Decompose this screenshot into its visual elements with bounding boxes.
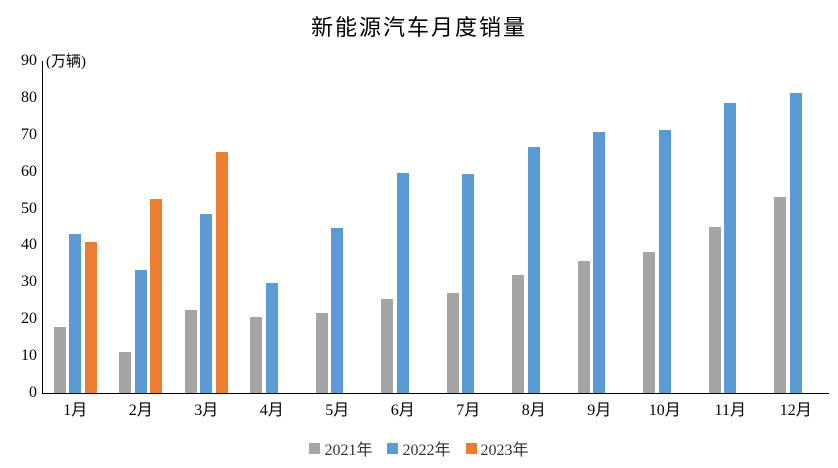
- y-axis-tick-label: 0: [29, 384, 37, 401]
- bar-2022年-2月: [134, 269, 147, 393]
- legend-label: 2023年: [480, 442, 529, 459]
- x-axis-label: 6月: [390, 402, 415, 419]
- bar-2021年-4月: [250, 317, 263, 393]
- legend-item-2021年: 2021年: [309, 436, 372, 460]
- y-axis-line: [42, 61, 43, 393]
- y-axis-tick-label: 60: [21, 162, 37, 180]
- x-axis-label: 10月: [648, 402, 681, 419]
- y-axis-tick-label: 40: [21, 236, 37, 254]
- bar-2022年-12月: [789, 92, 802, 393]
- bar-2021年-6月: [381, 298, 394, 393]
- x-axis-line: [42, 393, 829, 394]
- y-axis-tick-label: 50: [21, 199, 37, 217]
- bar-2021年-2月: [119, 352, 132, 393]
- x-axis-label: 7月: [456, 402, 481, 419]
- x-axis-label: 11月: [714, 402, 746, 419]
- chart-title: 新能源汽车月度销量: [310, 15, 527, 40]
- x-axis-label: 2月: [128, 402, 153, 419]
- bar-2022年-3月: [200, 214, 213, 393]
- legend-label: 2022年: [402, 442, 451, 459]
- bar-2022年-6月: [396, 173, 409, 393]
- bar-2021年-7月: [446, 293, 459, 393]
- y-axis-tick-label: 90: [21, 52, 37, 69]
- bar-2021年-12月: [774, 197, 787, 393]
- x-axis-label: 1月: [63, 402, 88, 419]
- bar-2022年-4月: [265, 282, 278, 393]
- y-axis-tick-label: 80: [21, 88, 37, 106]
- bar-2022年-1月: [69, 234, 82, 393]
- bar-2022年-9月: [593, 131, 606, 393]
- legend-label: 2021年: [324, 442, 373, 459]
- bar-2021年-8月: [512, 274, 525, 393]
- x-axis-label: 5月: [325, 402, 350, 419]
- bar-2021年-10月: [643, 251, 656, 393]
- bar-2021年-3月: [184, 309, 197, 393]
- bar-2021年-11月: [708, 227, 721, 393]
- bar-2023年-3月: [215, 152, 228, 393]
- y-axis-tick-label: 10: [21, 347, 37, 365]
- x-axis-label: 4月: [259, 402, 284, 419]
- bar-2021年-5月: [315, 312, 328, 393]
- y-axis-tick-label: 30: [21, 273, 37, 291]
- bar-2021年-1月: [53, 326, 66, 393]
- legend-swatch-icon: [465, 442, 477, 454]
- bar-2023年-1月: [84, 242, 97, 393]
- bar-2022年-5月: [331, 228, 344, 393]
- x-axis-label: 8月: [521, 402, 546, 419]
- x-axis-label: 3月: [194, 402, 219, 419]
- x-axis-label: 12月: [779, 402, 812, 419]
- legend-swatch-icon: [387, 442, 399, 454]
- bar-2022年-7月: [462, 174, 475, 393]
- bar-2022年-10月: [658, 129, 671, 393]
- legend: 2021年 2022年 2023年: [0, 436, 838, 460]
- bar-2022年-11月: [724, 103, 737, 393]
- x-axis-label: 9月: [587, 402, 612, 419]
- bar-2022年-8月: [527, 147, 540, 393]
- legend-swatch-icon: [309, 442, 321, 454]
- bar-2021年-9月: [577, 261, 590, 393]
- y-axis-tick-label: 70: [21, 125, 37, 143]
- legend-item-2022年: 2022年: [387, 436, 451, 460]
- y-axis-unit-label: (万辆): [46, 54, 86, 70]
- y-axis-tick-label: 20: [21, 310, 37, 328]
- bar-2023年-2月: [150, 199, 163, 393]
- legend-item-2023年: 2023年: [465, 436, 529, 460]
